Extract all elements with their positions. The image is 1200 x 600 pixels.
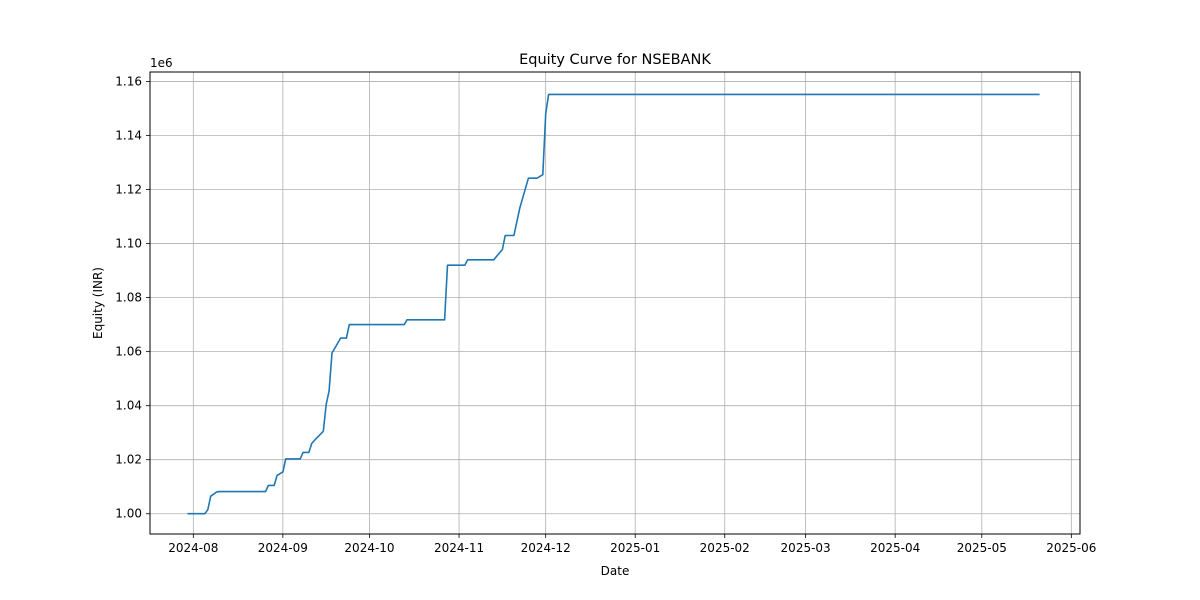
y-tick-label: 1.06 [115,345,142,359]
y-tick-label: 1.14 [115,128,142,142]
plot-background [150,72,1080,534]
x-tick-label: 2025-04 [870,541,920,555]
grid-lines [150,72,1080,534]
y-tick-label: 1.10 [115,237,142,251]
x-tick-label: 2024-12 [521,541,571,555]
x-tick-label: 2025-05 [957,541,1007,555]
x-axis-ticks: 2024-08 2024-09 2024-10 2024-11 2024-12 2025-… [168,534,1096,555]
plot-frame [149,71,1081,535]
y-axis-title: Equity (INR) [91,267,105,339]
y-tick-label: 1.00 [115,507,142,521]
x-tick-label: 2024-08 [168,541,218,555]
x-tick-label: 2024-10 [344,541,394,555]
x-tick-label: 2024-09 [258,541,308,555]
y-tick-label: 1.02 [115,453,142,467]
chart-title: Equity Curve for NSEBANK [519,52,711,68]
y-tick-label: 1.12 [115,183,142,197]
y-tick-label: 1.16 [115,74,142,88]
x-tick-label: 2025-06 [1046,541,1096,555]
x-tick-label: 2025-02 [700,541,750,555]
series-layer [187,93,1040,515]
y-axis-ticks: 1.00 1.02 1.04 1.06 1.08 1.10 1.12 1.14 1.16 [115,74,150,521]
equity-series-line [187,93,1040,515]
y-offset-label: 1e6 [150,56,173,70]
y-tick-label: 1.04 [115,399,142,413]
x-tick-label: 2024-11 [434,541,484,555]
y-tick-label: 1.08 [115,291,142,305]
x-tick-label: 2025-03 [781,541,831,555]
x-axis-title: Date [601,564,630,578]
x-tick-label: 2025-01 [610,541,660,555]
